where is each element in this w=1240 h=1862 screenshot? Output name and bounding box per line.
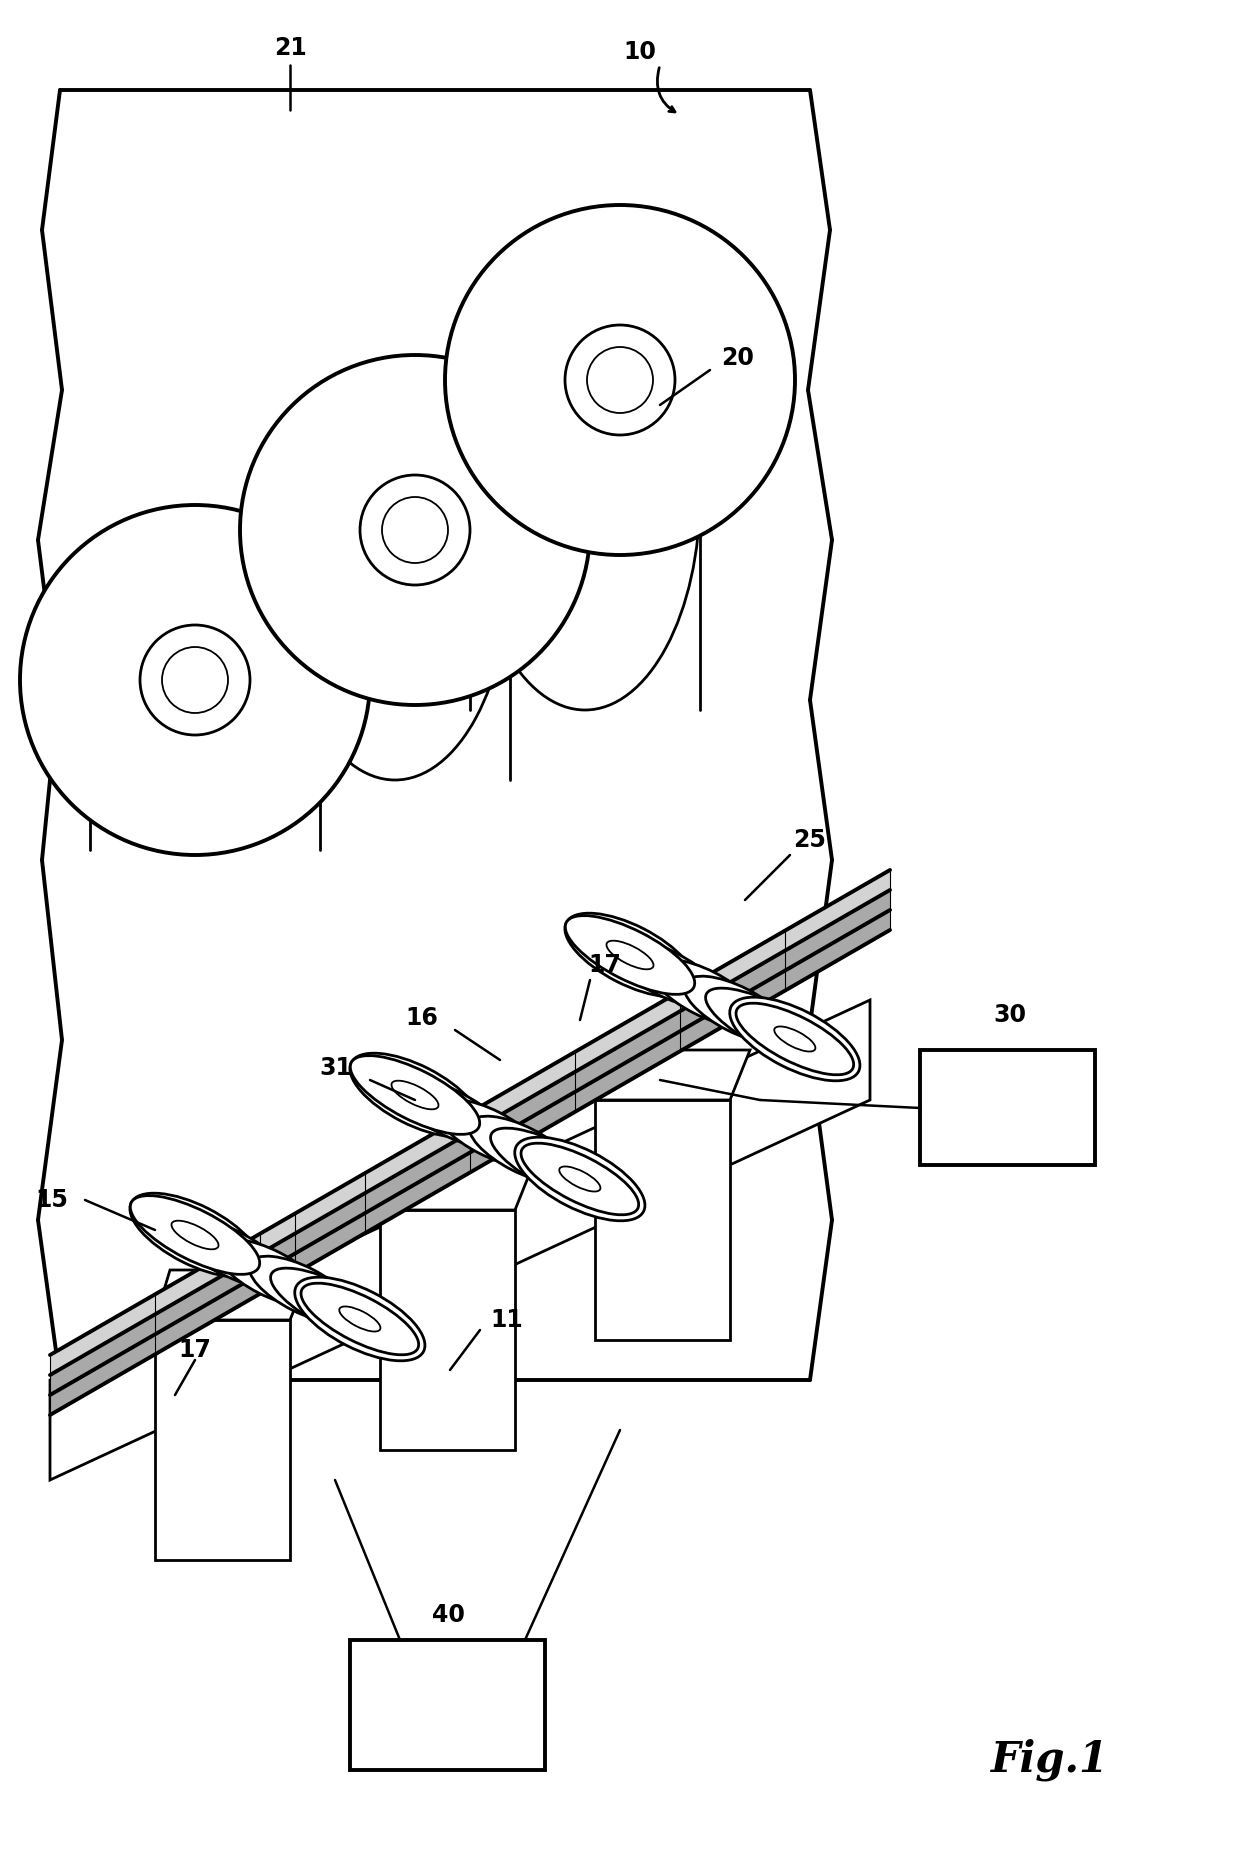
Ellipse shape [130,1195,259,1274]
Polygon shape [379,1160,534,1210]
Ellipse shape [684,976,790,1043]
Polygon shape [621,938,804,1056]
Ellipse shape [140,626,250,735]
Text: Fig.1: Fig.1 [991,1739,1109,1782]
Polygon shape [50,870,890,1374]
Ellipse shape [521,1143,639,1214]
Ellipse shape [599,933,728,1009]
Ellipse shape [651,959,758,1026]
Ellipse shape [164,1214,293,1290]
Ellipse shape [515,1138,645,1221]
Polygon shape [50,890,890,1415]
Ellipse shape [774,1026,816,1052]
Text: 15: 15 [35,1188,68,1212]
Ellipse shape [350,1054,480,1138]
Ellipse shape [241,356,590,706]
Ellipse shape [216,1240,322,1307]
Polygon shape [379,1210,515,1450]
Ellipse shape [171,1221,218,1249]
Polygon shape [60,89,810,1380]
Polygon shape [155,1270,310,1320]
Ellipse shape [737,1004,853,1074]
Ellipse shape [706,989,835,1065]
Ellipse shape [301,1283,419,1356]
Text: 31: 31 [319,1056,352,1080]
Ellipse shape [383,1074,512,1151]
Ellipse shape [436,1099,542,1166]
Text: 40: 40 [432,1603,465,1627]
Ellipse shape [565,916,694,994]
Text: 17: 17 [589,953,621,978]
Polygon shape [595,1050,750,1100]
Ellipse shape [565,326,675,436]
Ellipse shape [606,940,653,970]
Ellipse shape [729,998,861,1080]
Polygon shape [155,1320,290,1560]
Polygon shape [186,1218,368,1337]
Ellipse shape [469,1115,575,1182]
Ellipse shape [491,1128,620,1205]
Ellipse shape [249,1257,356,1324]
Bar [350,1640,546,1771]
Ellipse shape [559,1166,600,1192]
Ellipse shape [350,1056,480,1134]
Text: 10: 10 [624,39,656,63]
Ellipse shape [445,205,795,555]
Text: 20: 20 [722,346,754,371]
Ellipse shape [130,1194,260,1277]
Ellipse shape [382,497,448,562]
Bar [920,1050,1095,1166]
Ellipse shape [270,1268,399,1344]
Ellipse shape [565,912,696,996]
Ellipse shape [360,475,470,585]
Text: 16: 16 [405,1005,438,1030]
Ellipse shape [392,1080,439,1110]
Text: 30: 30 [993,1004,1027,1028]
Text: 21: 21 [274,35,306,60]
Text: 11: 11 [490,1307,523,1331]
Ellipse shape [295,1277,425,1361]
Ellipse shape [162,646,228,713]
Polygon shape [50,1000,870,1480]
Text: 25: 25 [794,829,826,853]
Polygon shape [407,1078,589,1197]
Ellipse shape [587,346,653,413]
Text: 17: 17 [179,1339,212,1361]
Ellipse shape [340,1307,381,1331]
Polygon shape [595,1100,730,1341]
Ellipse shape [20,505,370,855]
